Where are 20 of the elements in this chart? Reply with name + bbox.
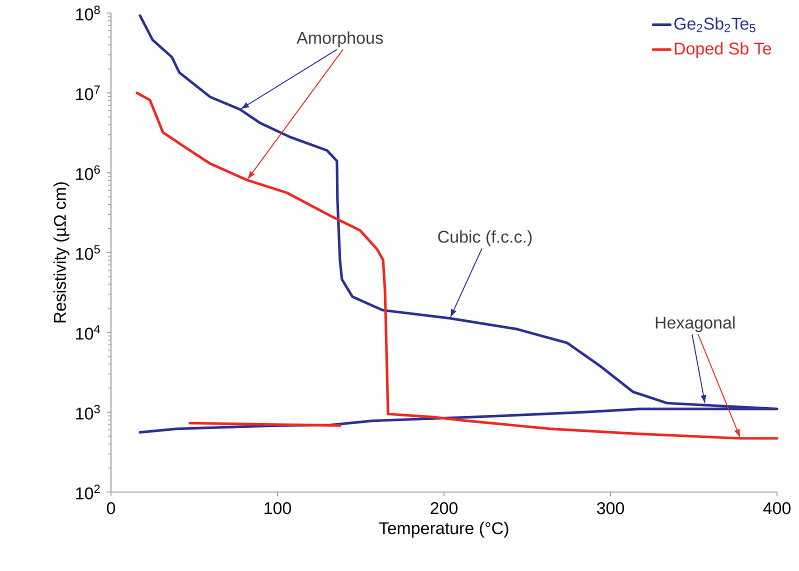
legend-label: Ge$_{2}$Sb$_{2}$Te$_{5}$ [674,17,756,32]
x-tick-label: 200 [430,502,458,514]
annotation: Amorphous [296,31,383,48]
x-tick-label: 100 [264,502,292,514]
annotation: Cubic (f.c.c.) [438,230,532,246]
y-tick-label: 10$^{5}$ [76,245,100,260]
x-tick-label: 0 [106,502,116,514]
y-axis-title: Resistivity (µΩ cm) [53,182,70,322]
y-tick-label: 10$^{2}$ [76,484,100,500]
annotation: Hexagonal [656,316,735,332]
x-tick-label: 400 [763,502,791,514]
x-tick-label: 300 [596,502,624,514]
y-tick-label: 10$^{7}$ [76,86,100,100]
legend-label: Doped Sb Te [674,42,772,58]
y-tick-label: 10$^{4}$ [76,325,100,340]
x-axis-title: Temperature (°C) [379,522,508,538]
y-tick-label: 10$^{8}$ [76,6,100,20]
y-tick-label: 10$^{6}$ [76,165,100,180]
line-series [138,14,778,434]
y-tick-label: 10$^{3}$ [76,404,100,420]
